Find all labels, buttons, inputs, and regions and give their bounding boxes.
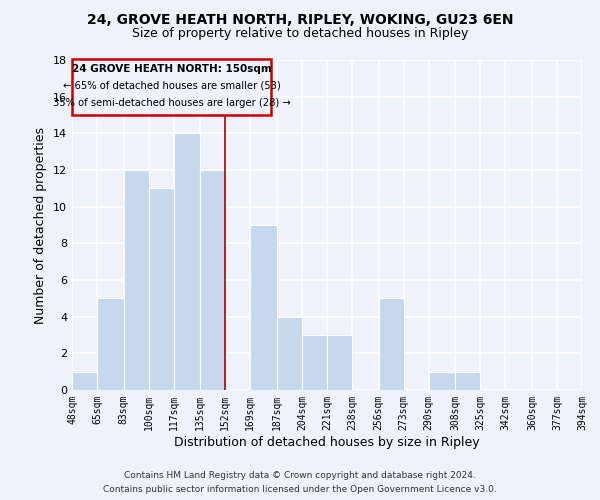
X-axis label: Distribution of detached houses by size in Ripley: Distribution of detached houses by size … xyxy=(174,436,480,448)
FancyBboxPatch shape xyxy=(72,59,271,115)
Bar xyxy=(72,372,97,390)
Text: Size of property relative to detached houses in Ripley: Size of property relative to detached ho… xyxy=(132,28,468,40)
Text: Contains HM Land Registry data © Crown copyright and database right 2024.: Contains HM Land Registry data © Crown c… xyxy=(124,472,476,480)
Bar xyxy=(250,225,277,390)
Bar xyxy=(455,372,480,390)
Bar xyxy=(277,316,302,390)
Bar xyxy=(174,134,200,390)
Bar xyxy=(429,372,455,390)
Bar xyxy=(200,170,225,390)
Y-axis label: Number of detached properties: Number of detached properties xyxy=(34,126,47,324)
Bar xyxy=(379,298,404,390)
Text: 24, GROVE HEATH NORTH, RIPLEY, WOKING, GU23 6EN: 24, GROVE HEATH NORTH, RIPLEY, WOKING, G… xyxy=(87,12,513,26)
Bar xyxy=(327,335,352,390)
Text: 24 GROVE HEATH NORTH: 150sqm: 24 GROVE HEATH NORTH: 150sqm xyxy=(71,64,271,74)
Bar xyxy=(302,335,327,390)
Text: ← 65% of detached houses are smaller (53): ← 65% of detached houses are smaller (53… xyxy=(62,81,280,91)
Bar xyxy=(124,170,149,390)
Bar xyxy=(97,298,124,390)
Bar xyxy=(149,188,174,390)
Text: Contains public sector information licensed under the Open Government Licence v3: Contains public sector information licen… xyxy=(103,484,497,494)
Text: 35% of semi-detached houses are larger (28) →: 35% of semi-detached houses are larger (… xyxy=(53,98,290,108)
